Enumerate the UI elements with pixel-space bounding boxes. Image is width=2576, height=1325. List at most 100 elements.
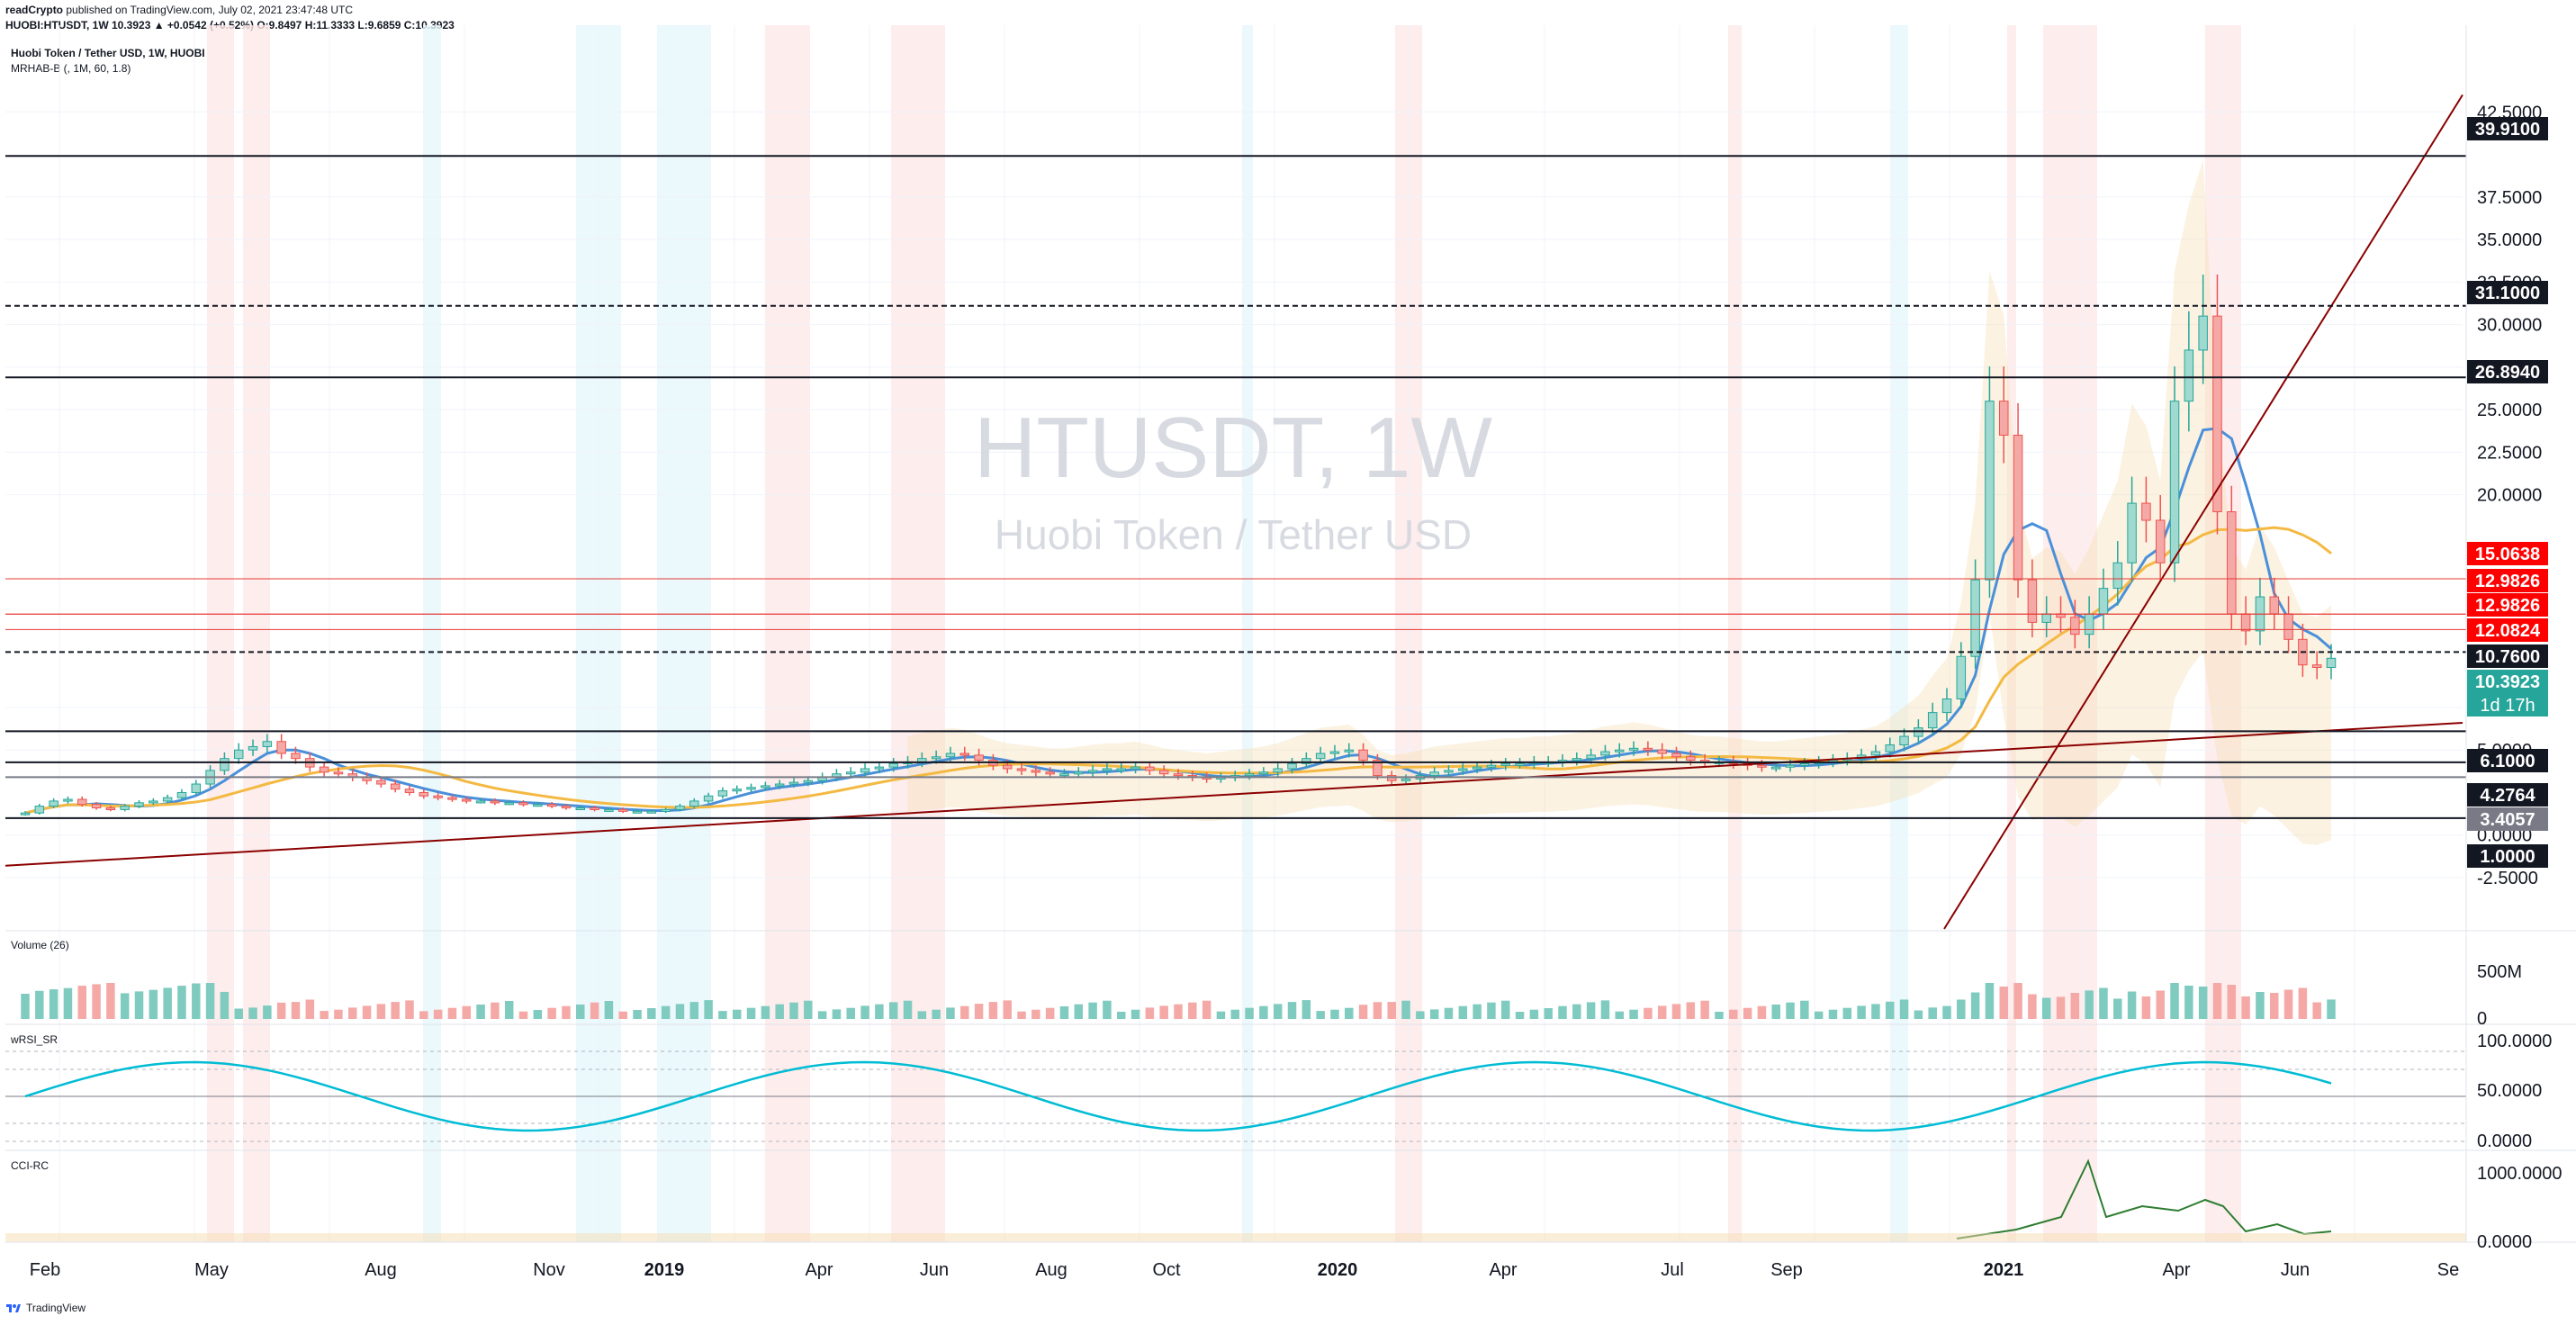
candle-body — [1258, 771, 1269, 775]
footer-brand[interactable]: TradingView — [5, 1302, 86, 1314]
candle-body — [77, 798, 87, 806]
volume-bar — [2013, 983, 2022, 1019]
candle-body — [291, 753, 301, 760]
price-badge-label: 39.9100 — [2475, 120, 2540, 140]
volume-bar — [362, 1005, 372, 1019]
candle-body — [1444, 770, 1454, 773]
candle-body — [1287, 762, 1297, 770]
time-axis-label: Apr — [1489, 1260, 1517, 1280]
volume-bar — [1230, 1009, 1240, 1019]
volume-bar — [974, 1004, 984, 1019]
volume-bar — [761, 1005, 770, 1019]
candle-body — [2227, 511, 2237, 615]
candle-body — [390, 783, 401, 790]
volume-label[interactable]: Volume (26) — [11, 939, 69, 951]
volume-bar — [647, 1008, 656, 1019]
candle-body — [646, 810, 657, 814]
volume-bar — [1842, 1007, 1852, 1019]
volume-bar — [1444, 1007, 1454, 1019]
shade-band — [891, 25, 945, 1242]
candle-body — [1770, 766, 1781, 770]
volume-bar — [120, 993, 130, 1019]
candle-body — [2311, 664, 2322, 669]
shade-band — [423, 25, 441, 1242]
candle-body — [1173, 773, 1184, 777]
cci-label[interactable]: CCI-RC — [11, 1159, 49, 1172]
volume-bar — [320, 1011, 329, 1019]
volume-bar — [149, 989, 158, 1019]
volume-bar — [846, 1007, 856, 1019]
volume-bar — [1942, 1005, 1951, 1019]
volume-bar — [1757, 1005, 1767, 1019]
candle-body — [1472, 766, 1482, 770]
volume-bar — [2085, 990, 2094, 1019]
volume-bar — [2099, 987, 2108, 1019]
volume-bar — [1387, 1002, 1396, 1019]
price-axis-label: 25.0000 — [2477, 401, 2542, 420]
publisher-name[interactable]: readCrypto — [5, 4, 64, 16]
volume-bar — [1259, 1005, 1268, 1019]
volume-bar — [1130, 1009, 1140, 1019]
watermark-symbol: HTUSDT, 1W — [974, 400, 1492, 496]
candle-body — [1899, 735, 1909, 746]
volume-bar — [347, 1007, 357, 1019]
price-axis-label: 30.0000 — [2477, 316, 2542, 336]
candle-body — [2098, 588, 2109, 615]
volume-bar — [1828, 1009, 1838, 1019]
candle-body — [504, 802, 514, 806]
candle-body — [447, 797, 457, 800]
time-axis-label: May — [194, 1260, 229, 1280]
price-badge — [2467, 593, 2548, 617]
candle-body — [1429, 771, 1439, 777]
candle-body — [1116, 768, 1126, 771]
price-badge — [2467, 844, 2548, 868]
candle-body — [1586, 754, 1596, 760]
volume-bar — [1103, 1000, 1112, 1019]
cci-axis-label: 1000.0000 — [2477, 1164, 2562, 1184]
candle-body — [661, 808, 671, 812]
time-axis-label: Sep — [1770, 1260, 1803, 1280]
volume-bar — [1088, 1002, 1097, 1019]
candle-body — [105, 807, 116, 810]
candle-body — [162, 797, 173, 802]
shade-band — [1728, 25, 1742, 1242]
candle-body — [1016, 768, 1027, 771]
candle-body — [1956, 655, 1967, 699]
volume-bar — [946, 1007, 955, 1019]
candle-body — [333, 771, 344, 775]
volume-bar — [63, 987, 73, 1019]
candle-body — [1130, 766, 1140, 770]
volume-bar — [1600, 1000, 1610, 1019]
candle-body — [276, 741, 286, 754]
volume-bar — [1316, 1011, 1325, 1019]
candle-body — [1031, 770, 1041, 773]
candle-body — [475, 800, 486, 804]
price-badge — [2467, 807, 2548, 831]
shade-band — [2205, 25, 2241, 1242]
candle-body — [462, 798, 472, 802]
candle-body — [974, 754, 984, 762]
candle-body — [959, 753, 970, 756]
candle-body — [2169, 401, 2180, 563]
volume-bar — [1629, 1009, 1638, 1019]
volume-bar — [804, 1000, 813, 1019]
candle-body — [1600, 751, 1610, 756]
volume-bar — [1216, 1011, 1226, 1019]
indicator-legend[interactable]: MRHAB-B (, 1M, 60, 1.8) — [11, 62, 131, 75]
candle-body — [1999, 401, 2009, 436]
time-axis-label: Nov — [533, 1260, 565, 1280]
volume-bar — [1429, 1009, 1439, 1019]
candle-body — [2240, 613, 2251, 632]
rsi-label[interactable]: wRSI_SR — [11, 1033, 59, 1046]
candle-body — [1799, 762, 1810, 766]
volume-bar — [604, 1001, 614, 1019]
candle-body — [931, 756, 941, 760]
candle-body — [2155, 519, 2166, 563]
candle-body — [2269, 596, 2279, 615]
price-badge-label: 12.9826 — [2475, 596, 2540, 616]
shade-band — [207, 25, 234, 1242]
volume-bar — [1657, 1005, 1667, 1019]
shade-band — [576, 25, 621, 1242]
volume-bar — [1245, 1007, 1254, 1019]
